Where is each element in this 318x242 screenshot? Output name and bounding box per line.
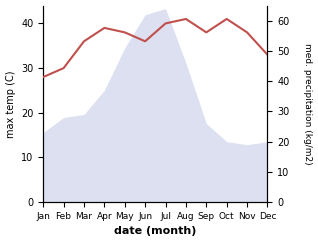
X-axis label: date (month): date (month) (114, 227, 197, 236)
Y-axis label: max temp (C): max temp (C) (5, 70, 16, 138)
Y-axis label: med. precipitation (kg/m2): med. precipitation (kg/m2) (303, 43, 313, 165)
